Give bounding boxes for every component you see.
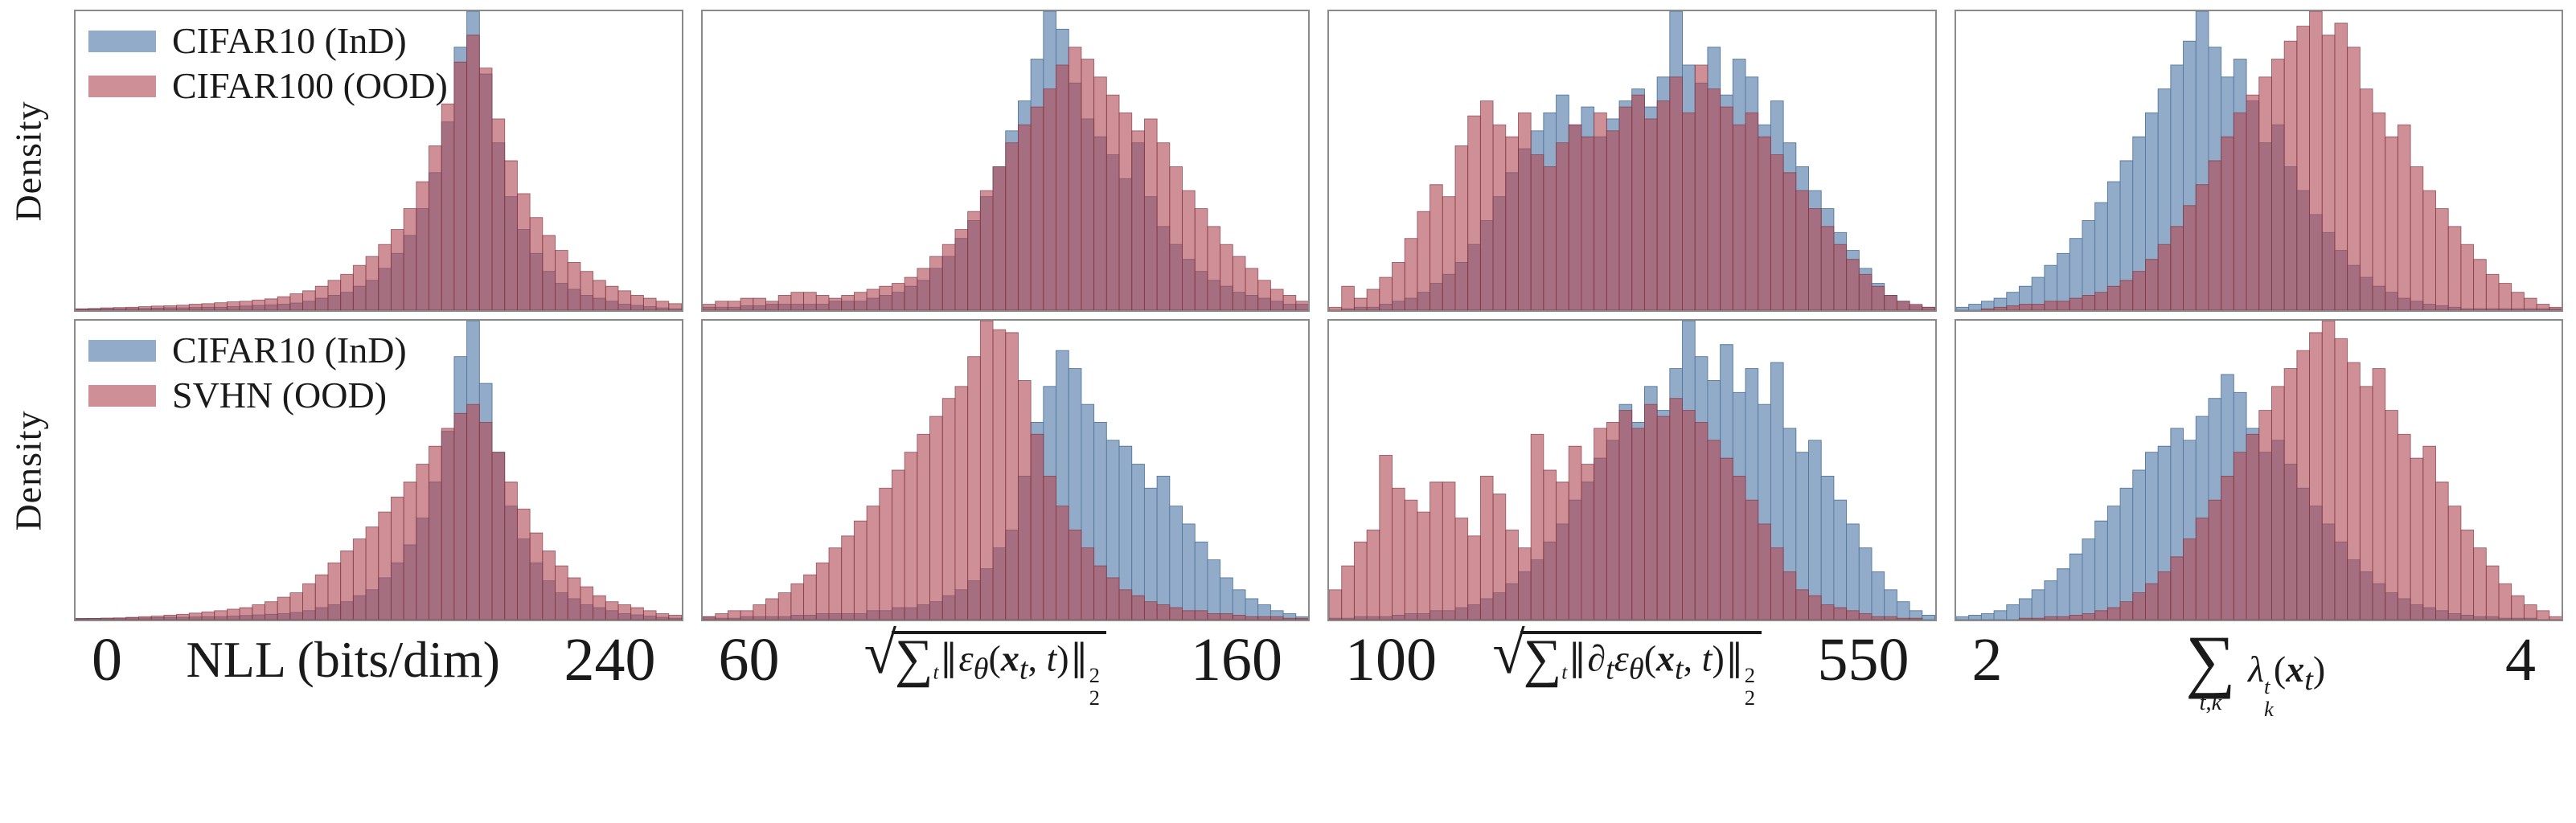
histogram-bars (1329, 11, 1935, 310)
series-ood (1329, 65, 1935, 310)
histogram-bars (76, 321, 682, 620)
legend-label-ind: CIFAR10 (InD) (172, 330, 407, 371)
density-label: Density (7, 100, 49, 222)
x-tick-max: 550 (1817, 626, 1909, 694)
histogram-panel-r1c2 (1327, 319, 1937, 621)
series-ood (76, 404, 682, 620)
x-axis-label-nll: NLL (bits/dim) (186, 631, 500, 688)
legend-swatch-ind (88, 30, 156, 52)
series-ood (1981, 11, 2562, 310)
legend-swatch-ood (88, 75, 156, 97)
histogram-panel-r0c0: CIFAR10 (InD) CIFAR100 (OOD) (74, 10, 683, 312)
x-axis-label-lambda-sum: ∑ t,k λ t k (xt) (2185, 621, 2326, 721)
histogram-bars (1955, 11, 2562, 310)
series-ood (702, 321, 1308, 620)
x-tick-min: 2 (1971, 626, 2003, 694)
legend-item-ood: SVHN (OOD) (88, 377, 407, 414)
x-axis-col2: 60 √∑t∥εθ(xt, t)∥ 2 2 160 (701, 623, 1311, 720)
histogram-panel-r0c1 (700, 10, 1310, 312)
legend-item-ind: CIFAR10 (InD) (88, 332, 407, 369)
x-tick-max: 4 (2505, 626, 2536, 694)
y-axis-label-row1: Density (0, 10, 56, 312)
x-tick-max: 240 (564, 626, 656, 694)
x-tick-min: 60 (718, 626, 780, 694)
panel-grid: Density CIFAR10 (InD) CIFAR100 (OOD) (0, 10, 2563, 621)
x-axis-col1: 0 NLL (bits/dim) 240 (74, 629, 683, 720)
histogram-bars (1329, 321, 1935, 620)
legend-label-ind: CIFAR10 (InD) (172, 20, 407, 61)
x-axis-col4: 2 ∑ t,k λ t k (xt) 4 (1955, 621, 2564, 721)
x-axis-col3: 100 √∑t∥∂tεθ(xt, t)∥ 2 2 550 (1327, 623, 1937, 720)
histogram-panel-r1c3 (1954, 319, 2563, 621)
legend-row1: CIFAR10 (InD) CIFAR100 (OOD) (88, 23, 448, 104)
legend-row2: CIFAR10 (InD) SVHN (OOD) (88, 332, 407, 414)
legend-item-ood: CIFAR100 (OOD) (88, 68, 448, 104)
legend-label-ood: SVHN (OOD) (172, 375, 388, 416)
series-ood (702, 47, 1308, 310)
x-tick-max: 160 (1191, 626, 1282, 694)
series-ood (2019, 321, 2562, 620)
y-axis-label-row2: Density (0, 319, 56, 621)
x-axis-row: 0 NLL (bits/dim) 240 60 √∑t∥εθ(xt, t)∥ 2 2… (0, 621, 2576, 720)
histogram-bars (702, 11, 1308, 310)
histogram-panel-r1c0: CIFAR10 (InD) SVHN (OOD) (74, 319, 683, 621)
density-label: Density (7, 409, 49, 531)
legend-swatch-ind (88, 339, 156, 362)
legend-item-ind: CIFAR10 (InD) (88, 23, 448, 59)
histogram-panel-r1c1 (700, 319, 1310, 621)
x-axis-label-eps-norm: √∑t∥εθ(xt, t)∥ 2 2 (864, 623, 1106, 709)
histogram-panel-r0c2 (1327, 10, 1937, 312)
histogram-panel-r0c3 (1954, 10, 2563, 312)
histogram-bars (76, 11, 682, 310)
x-tick-min: 0 (92, 626, 122, 694)
axis-spacer (0, 629, 56, 720)
x-axis-label-deps-norm: √∑t∥∂tεθ(xt, t)∥ 2 2 (1492, 623, 1762, 709)
histogram-bars (1955, 321, 2562, 620)
legend-label-ood: CIFAR100 (OOD) (172, 65, 448, 106)
series-ood (1329, 399, 1922, 620)
series-ood (76, 35, 682, 310)
x-tick-min: 100 (1345, 626, 1437, 694)
histogram-bars (702, 321, 1308, 620)
legend-swatch-ood (88, 384, 156, 407)
